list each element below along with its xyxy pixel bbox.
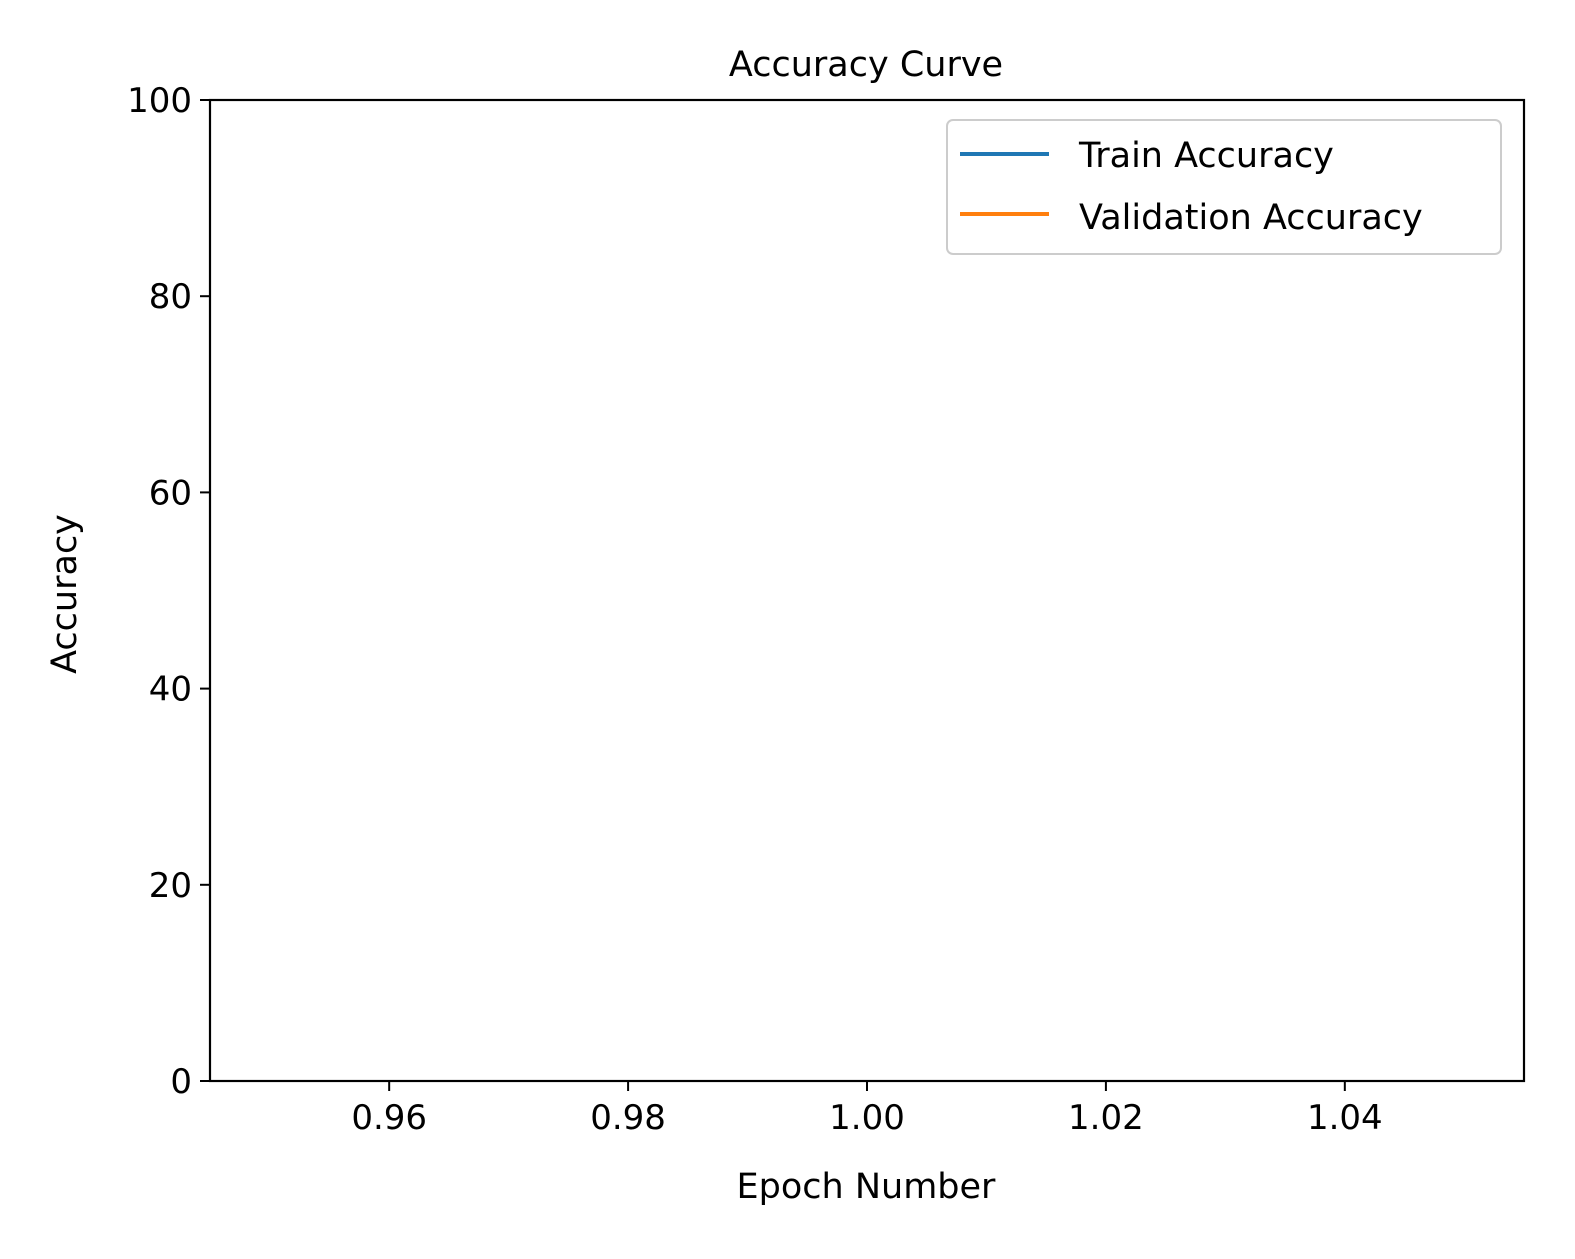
legend-label-validation-accuracy: Validation Accuracy bbox=[1079, 198, 1423, 238]
plot-area bbox=[208, 98, 1526, 1083]
y-tick-label: 80 bbox=[149, 277, 192, 317]
x-axis: 0.96 0.98 1.00 1.02 1.04 bbox=[351, 1081, 1383, 1138]
x-tick-label: 0.96 bbox=[351, 1098, 427, 1138]
y-axis: 0 20 40 60 80 100 bbox=[127, 81, 210, 1102]
x-tick-label: 1.00 bbox=[829, 1098, 905, 1138]
legend-box bbox=[946, 119, 1502, 255]
x-tick-label: 1.02 bbox=[1068, 1098, 1144, 1138]
x-tick-label: 1.04 bbox=[1307, 1098, 1383, 1138]
y-tick-label: 60 bbox=[149, 473, 192, 513]
y-tick-label: 20 bbox=[149, 866, 192, 906]
y-tick-label: 100 bbox=[127, 81, 192, 121]
legend: Train Accuracy Validation Accuracy bbox=[946, 119, 1502, 255]
y-axis-label: Accuracy bbox=[45, 514, 85, 674]
y-tick-label: 40 bbox=[149, 670, 192, 710]
y-tick-label: 0 bbox=[170, 1062, 192, 1102]
chart-title: Accuracy Curve bbox=[729, 45, 1003, 85]
x-tick-label: 0.98 bbox=[590, 1098, 666, 1138]
x-axis-label: Epoch Number bbox=[737, 1167, 997, 1207]
legend-label-train-accuracy: Train Accuracy bbox=[1078, 136, 1334, 176]
